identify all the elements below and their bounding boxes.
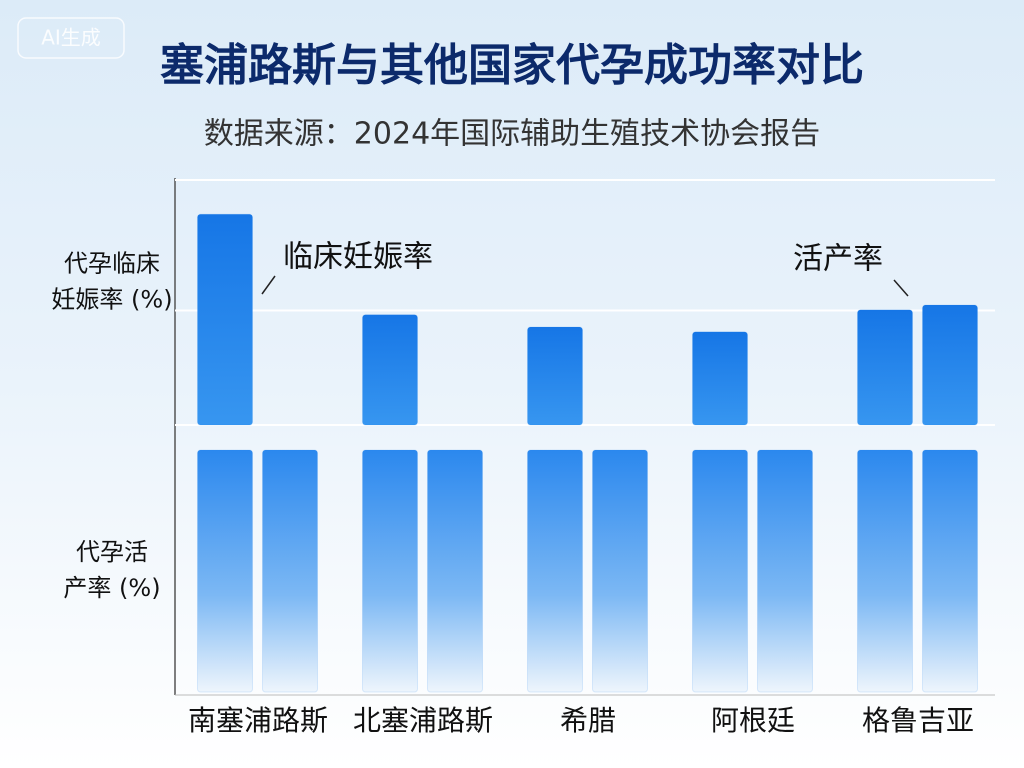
x-tick-label: 格鲁吉亚 — [862, 704, 974, 737]
bar — [922, 304, 978, 426]
bar — [197, 213, 253, 426]
bar — [362, 314, 418, 426]
x-tick-label: 北塞浦路斯 — [353, 704, 493, 737]
chart-subtitle: 数据来源：2024年国际辅助生殖技术协会报告 — [204, 117, 820, 152]
callout-label: 活产率 — [793, 242, 883, 277]
callout-line — [261, 275, 276, 295]
y-axis-label: 产率 (%) — [63, 574, 160, 602]
y-axis-label: 代孕临床 — [64, 250, 160, 278]
bar — [692, 331, 748, 426]
bar — [592, 449, 648, 693]
chart-title: 塞浦路斯与其他国家代孕成功率对比 — [160, 40, 864, 91]
bar — [757, 449, 813, 693]
bar — [527, 449, 583, 693]
callout-label: 临床妊娠率 — [283, 240, 433, 275]
x-tick-label: 阿根廷 — [711, 704, 795, 737]
bar — [527, 326, 583, 426]
bar — [362, 449, 418, 693]
bar — [857, 309, 913, 426]
x-tick-label: 希腊 — [560, 704, 616, 737]
y-axis-label: 妊娠率 (%) — [51, 286, 172, 314]
watermark-box — [17, 17, 125, 59]
bar — [262, 449, 318, 693]
bar — [857, 449, 913, 693]
callout-line — [893, 279, 909, 297]
watermark: AI生成 — [41, 26, 101, 50]
y-axis-label: 代孕活 — [76, 538, 148, 566]
bar — [427, 449, 483, 693]
x-tick-label: 南塞浦路斯 — [188, 704, 328, 737]
bar — [197, 449, 253, 693]
bar — [922, 449, 978, 693]
bar — [692, 449, 748, 693]
